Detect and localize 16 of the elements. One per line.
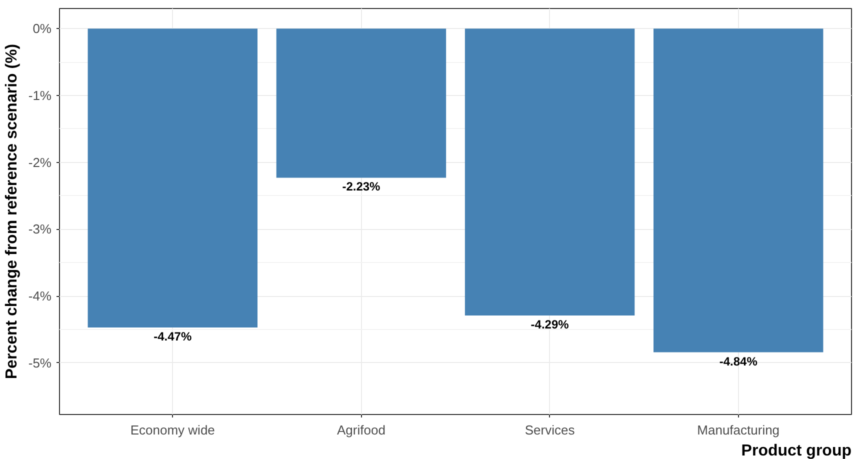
data-label: -4.47%	[154, 330, 192, 344]
x-tick-label: Manufacturing	[697, 422, 780, 438]
y-axis-title: Percent change from reference scenario (%)	[3, 44, 20, 380]
x-tick-label: Economy wide	[130, 422, 215, 438]
y-tick-label: 0%	[32, 21, 52, 36]
data-label: -2.23%	[342, 180, 381, 194]
y-tick-label: -4%	[28, 288, 52, 304]
x-tick-label: Services	[524, 422, 576, 438]
data-label: -4.84%	[719, 354, 758, 368]
y-tick-label: -3%	[28, 222, 52, 237]
y-tick-label: -5%	[28, 356, 52, 370]
x-axis-title: Product group	[741, 442, 852, 459]
data-label: -4.29%	[530, 318, 570, 332]
y-tick-label: -2%	[28, 154, 52, 170]
y-tick-label: -1%	[28, 88, 52, 103]
x-tick-label: Agrifood	[337, 422, 386, 438]
